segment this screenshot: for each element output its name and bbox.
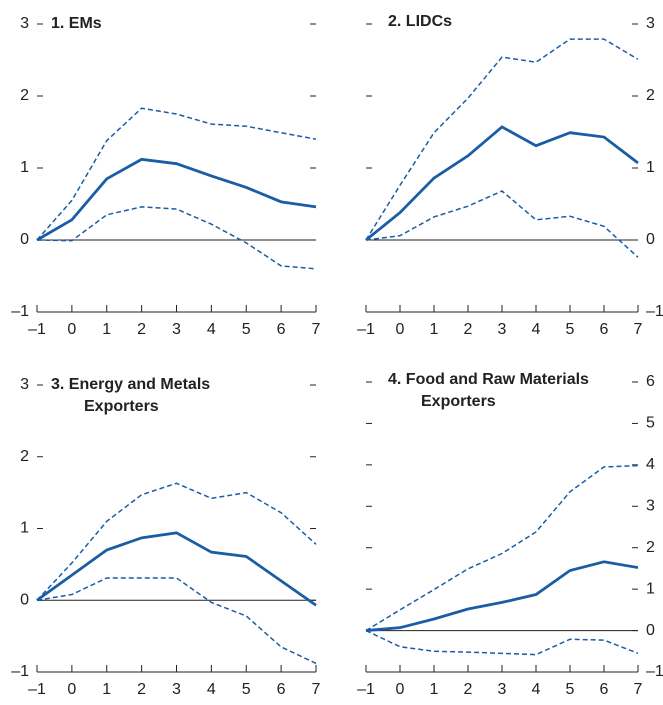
panel-title: 2. LIDCs bbox=[388, 13, 452, 30]
y-tick-label: 1 bbox=[20, 520, 29, 537]
x-tick-label: 3 bbox=[498, 681, 507, 698]
x-tick-label: 3 bbox=[498, 321, 507, 338]
x-tick-label: 2 bbox=[137, 681, 146, 698]
x-tick-label: 2 bbox=[137, 321, 146, 338]
x-tick-label: 1 bbox=[430, 681, 439, 698]
y-tick-label: 0 bbox=[20, 591, 29, 608]
x-tick-label: 5 bbox=[242, 681, 251, 698]
y-tick-label: 3 bbox=[646, 498, 655, 515]
band-line bbox=[365, 190, 639, 258]
panel-title: Exporters bbox=[84, 398, 159, 415]
mean-line bbox=[365, 560, 639, 632]
x-tick-label: 3 bbox=[172, 321, 181, 338]
band-line bbox=[365, 38, 639, 241]
y-tick-label: 1 bbox=[20, 159, 29, 176]
y-tick-label: 6 bbox=[646, 373, 655, 390]
y-tick-label: 5 bbox=[646, 415, 655, 432]
panel-title: 1. EMs bbox=[51, 15, 102, 32]
x-tick-label: 6 bbox=[600, 681, 609, 698]
y-tick-label: 1 bbox=[646, 580, 655, 597]
y-tick-label: 3 bbox=[646, 15, 655, 32]
x-tick-label: –1 bbox=[357, 681, 375, 698]
y-tick-label: –1 bbox=[11, 663, 29, 680]
y-tick-label: 2 bbox=[646, 87, 655, 104]
panel-title: Exporters bbox=[421, 393, 496, 410]
x-tick-label: 0 bbox=[67, 321, 76, 338]
band-line bbox=[36, 482, 317, 601]
x-tick-label: –1 bbox=[357, 321, 375, 338]
y-tick-label: 0 bbox=[20, 231, 29, 248]
y-tick-label: 3 bbox=[20, 15, 29, 32]
x-tick-label: 5 bbox=[566, 681, 575, 698]
x-tick-label: –1 bbox=[28, 681, 46, 698]
band-line bbox=[36, 206, 317, 270]
x-tick-label: 2 bbox=[464, 321, 473, 338]
band-line bbox=[365, 629, 639, 656]
x-tick-label: 5 bbox=[566, 321, 575, 338]
x-tick-label: 7 bbox=[634, 681, 643, 698]
x-tick-label: 7 bbox=[634, 321, 643, 338]
x-tick-label: 6 bbox=[277, 681, 286, 698]
band-line bbox=[365, 464, 639, 632]
y-tick-label: 0 bbox=[646, 231, 655, 248]
x-tick-label: 4 bbox=[532, 681, 541, 698]
x-tick-label: 0 bbox=[396, 321, 405, 338]
x-tick-label: 5 bbox=[242, 321, 251, 338]
mean-line bbox=[365, 125, 639, 242]
x-tick-label: 2 bbox=[464, 681, 473, 698]
x-tick-label: 3 bbox=[172, 681, 181, 698]
x-tick-label: 4 bbox=[532, 321, 541, 338]
x-tick-label: 6 bbox=[277, 321, 286, 338]
x-tick-label: 4 bbox=[207, 681, 216, 698]
y-tick-label: 3 bbox=[20, 376, 29, 393]
x-tick-label: 4 bbox=[207, 321, 216, 338]
y-tick-label: 1 bbox=[646, 159, 655, 176]
y-tick-label: 4 bbox=[646, 456, 655, 473]
x-tick-label: 0 bbox=[396, 681, 405, 698]
y-tick-label: 2 bbox=[646, 539, 655, 556]
mean-line bbox=[36, 157, 317, 242]
band-line bbox=[36, 107, 317, 241]
y-tick-label: –1 bbox=[11, 303, 29, 320]
x-tick-label: 1 bbox=[102, 681, 111, 698]
x-tick-label: 7 bbox=[312, 321, 321, 338]
x-tick-label: 0 bbox=[67, 681, 76, 698]
mean-line bbox=[36, 531, 317, 607]
x-tick-label: 1 bbox=[102, 321, 111, 338]
y-tick-label: 2 bbox=[20, 87, 29, 104]
x-tick-label: 1 bbox=[430, 321, 439, 338]
x-tick-label: 7 bbox=[312, 681, 321, 698]
x-tick-label: –1 bbox=[28, 321, 46, 338]
y-tick-label: –1 bbox=[646, 663, 663, 680]
y-tick-label: 0 bbox=[646, 622, 655, 639]
panel-title: 4. Food and Raw Materials bbox=[388, 371, 589, 388]
band-line bbox=[36, 577, 317, 665]
y-tick-label: 2 bbox=[20, 448, 29, 465]
y-tick-label: –1 bbox=[646, 303, 663, 320]
panel-title: 3. Energy and Metals bbox=[51, 376, 210, 393]
x-tick-label: 6 bbox=[600, 321, 609, 338]
